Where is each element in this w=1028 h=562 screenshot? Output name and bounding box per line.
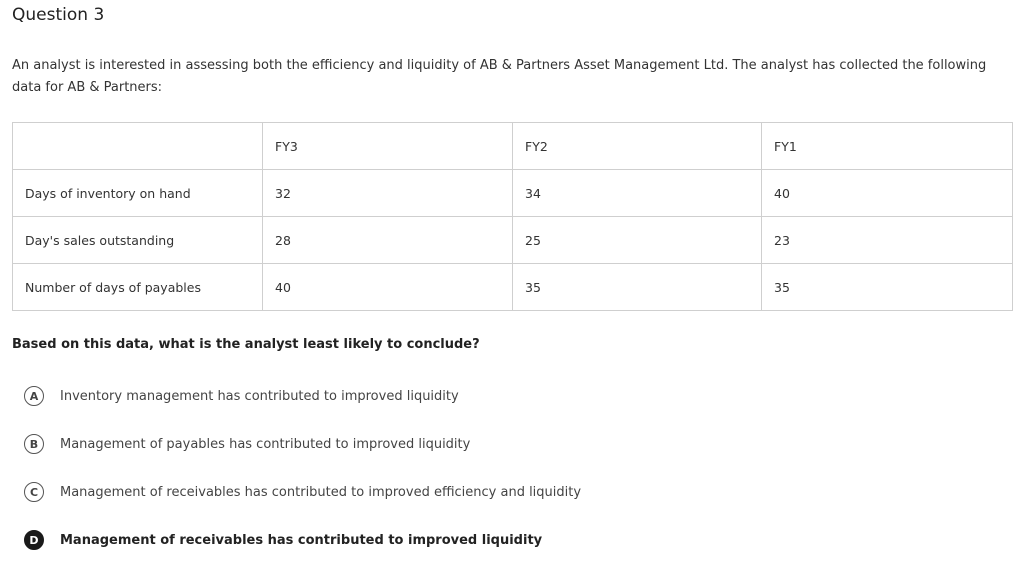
answer-option-a[interactable]: A Inventory management has contributed t… [24, 385, 459, 407]
answer-option-d[interactable]: D Management of receivables has contribu… [24, 529, 542, 551]
question-intro: An analyst is interested in assessing bo… [12, 58, 987, 95]
option-letter-badge: D [24, 530, 44, 550]
row-label: Number of days of payables [12, 263, 263, 311]
row-label: Days of inventory on hand [12, 169, 263, 217]
table-cell: 32 [262, 169, 513, 217]
table-cell: 28 [262, 216, 513, 264]
option-letter-badge: B [24, 434, 44, 454]
table-cell: 35 [761, 263, 1013, 311]
question-prompt: Based on this data, what is the analyst … [12, 337, 480, 352]
option-text: Management of receivables has contribute… [60, 532, 543, 548]
question-title: Question 3 [12, 5, 105, 25]
option-text: Inventory management has contributed to … [60, 388, 459, 404]
table-header-cell: FY3 [262, 122, 513, 170]
row-label: Day's sales outstanding [12, 216, 263, 264]
table-cell: 25 [512, 216, 762, 264]
data-table: FY3 FY2 FY1 Days of inventory on hand 32… [12, 122, 1013, 311]
option-text: Management of payables has contributed t… [60, 436, 471, 452]
table-row: Number of days of payables 40 35 35 [12, 263, 1013, 311]
table-header-cell: FY1 [761, 122, 1013, 170]
table-row: Days of inventory on hand 32 34 40 [12, 169, 1013, 217]
answer-option-c[interactable]: C Management of receivables has contribu… [24, 481, 581, 503]
table-cell: 40 [761, 169, 1013, 217]
table-header-row: FY3 FY2 FY1 [12, 122, 1013, 170]
option-letter-badge: C [24, 482, 44, 502]
option-text: Management of receivables has contribute… [60, 484, 582, 500]
table-cell: 23 [761, 216, 1013, 264]
option-letter-badge: A [24, 386, 44, 406]
table-cell: 35 [512, 263, 762, 311]
answer-option-b[interactable]: B Management of payables has contributed… [24, 433, 470, 455]
table-header-cell [12, 122, 263, 170]
table-row: Day's sales outstanding 28 25 23 [12, 216, 1013, 264]
table-header-cell: FY2 [512, 122, 762, 170]
table-cell: 34 [512, 169, 762, 217]
table-cell: 40 [262, 263, 513, 311]
